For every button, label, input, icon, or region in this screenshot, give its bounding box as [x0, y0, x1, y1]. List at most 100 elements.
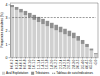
x-tick: 3.5-4.0 [81, 57, 85, 69]
bar [54, 30, 58, 57]
x-tick: 1.6-1.8 [45, 57, 49, 69]
y-axis-title: Frequences cumulees (%) [0, 13, 4, 48]
x-tick: 4.0-4.5 [85, 57, 89, 69]
x-tick: 2.2-2.4 [59, 57, 63, 69]
y-axis: 0 1 2 3 4 [6, 3, 11, 60]
bar [72, 38, 76, 57]
y-tick-label: 0 [6, 56, 8, 60]
y-tick-mark [9, 18, 11, 19]
x-tick-mark [87, 57, 88, 59]
x-tick: 3.0-3.5 [76, 57, 80, 69]
x-tick-label: 2.2-2.4 [59, 59, 63, 69]
x-tick: 2.8-3.0 [72, 57, 76, 69]
x-tick: 4.5-5.0 [89, 57, 93, 69]
x-tick-label: 1.0-1.2 [32, 59, 36, 69]
x-tick-label: 2.6-2.8 [67, 59, 71, 69]
x-tick-label: 0.2-0.4 [15, 59, 19, 69]
x-tick: 2.4-2.6 [63, 57, 67, 69]
bar-series [10, 5, 97, 54]
x-tick-label: 1.8-2.0 [50, 59, 54, 69]
bar [41, 19, 45, 24]
x-axis-line [11, 57, 99, 58]
x-tick-mark [43, 57, 44, 59]
bar [10, 5, 14, 7]
legend-item: Tableau de suivi/indicateurs [52, 71, 93, 75]
chart-svg: 012340.0-0.20.2-0.40.4-0.60.6-0.80.8-1.0… [0, 0, 100, 76]
frame-right [98, 3, 99, 57]
legend-swatch [52, 73, 55, 74]
y-tick: 1 [6, 43, 10, 47]
x-tick: 2.6-2.8 [67, 57, 71, 69]
bar [59, 27, 63, 33]
bar [10, 7, 14, 57]
x-tick-mark [25, 57, 26, 59]
y-axis-line [10, 4, 11, 58]
legend-label: Tableau de suivi/indicateurs [56, 71, 93, 75]
x-tick: 0.0-0.2 [10, 57, 14, 69]
bar [68, 31, 72, 37]
bar [19, 13, 23, 58]
bar [50, 23, 54, 29]
bar [50, 28, 54, 57]
x-tick-label: 0.0-0.2 [10, 59, 14, 69]
x-tick: >5.0 [94, 57, 98, 65]
x-tick-mark [12, 57, 13, 59]
y-tick: 0 [6, 56, 10, 60]
legend-swatch [2, 72, 5, 75]
bar [28, 18, 32, 58]
x-tick-label: 2.8-3.0 [72, 59, 76, 69]
x-tick-mark [56, 57, 57, 59]
bar [19, 9, 23, 13]
x-tick: 1.0-1.2 [32, 57, 36, 69]
x-tick-label: 0.4-0.6 [19, 59, 23, 69]
y-tick-mark [9, 31, 11, 32]
marks [10, 5, 97, 57]
x-tick: 1.8-2.0 [50, 57, 54, 69]
x-tick: 0.6-0.8 [23, 57, 27, 69]
bar [15, 7, 19, 10]
bar [81, 40, 85, 44]
x-tick-mark [60, 57, 61, 59]
bar [24, 15, 28, 57]
legend-item: Tributaires [31, 71, 50, 75]
x-tick: 1.2-1.4 [37, 57, 41, 69]
legend-label: Aval Exploitation [6, 71, 28, 75]
y-tick-label: 2 [6, 29, 8, 33]
bar [15, 10, 19, 57]
x-tick-mark [47, 57, 48, 59]
bar [90, 49, 94, 51]
x-tick-mark [69, 57, 70, 59]
x-tick-mark [73, 57, 74, 59]
x-tick: 0.4-0.6 [19, 57, 23, 69]
x-tick-mark [38, 57, 39, 59]
bar [81, 44, 85, 57]
bar [90, 51, 94, 58]
y-tick: 3 [6, 16, 10, 20]
bar [76, 41, 80, 57]
bar [68, 36, 72, 57]
chart-container: 012340.0-0.20.2-0.40.4-0.60.6-0.80.8-1.0… [0, 0, 100, 76]
x-tick-mark [91, 57, 92, 59]
x-tick-label: 1.6-1.8 [45, 59, 49, 69]
bar [54, 25, 58, 31]
bar [24, 11, 28, 15]
x-tick-label: 4.5-5.0 [89, 59, 93, 69]
y-tick-mark [9, 44, 11, 45]
bar [94, 53, 98, 54]
y-tick: 4 [6, 3, 10, 7]
y-tick-label: 3 [6, 16, 8, 20]
bar [63, 29, 67, 35]
x-tick-mark [21, 57, 22, 59]
legend-label: Tributaires [35, 71, 50, 75]
x-tick-mark [82, 57, 83, 59]
bar [59, 32, 63, 57]
bar [94, 54, 98, 57]
legend: Aval Exploitation Tributaires Tableau de s… [2, 71, 94, 75]
bar [76, 36, 80, 41]
x-tick: 2.0-2.2 [54, 57, 58, 69]
y-tick-label: 1 [6, 43, 8, 47]
x-tick-label: 4.0-4.5 [85, 59, 89, 69]
bar [32, 20, 36, 57]
plot: 012340.0-0.20.2-0.40.4-0.60.6-0.80.8-1.0… [6, 3, 99, 69]
x-tick: 1.4-1.6 [41, 57, 45, 69]
